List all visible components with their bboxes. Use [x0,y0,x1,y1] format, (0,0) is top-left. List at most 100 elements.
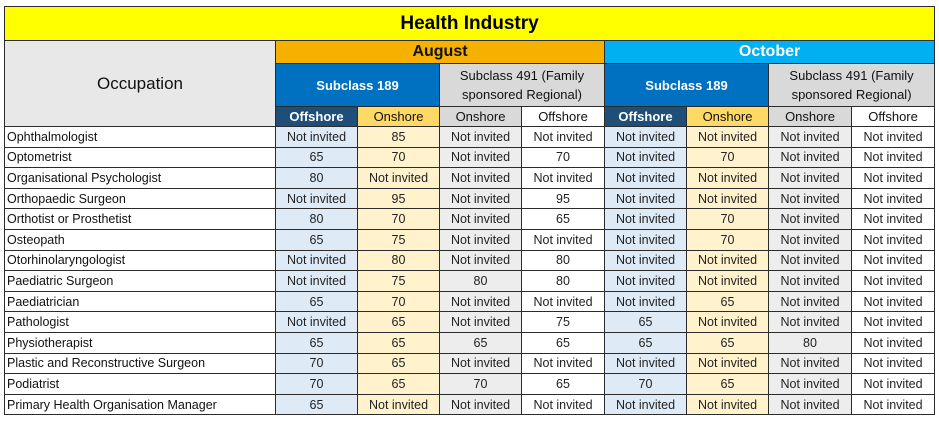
score-cell: Not invited [686,352,769,375]
score-cell: 70 [275,373,358,395]
score-cell: Not invited [275,249,358,272]
score-cell: Not invited [768,208,852,230]
score-cell: Not invited [357,167,440,189]
score-cell: 70 [686,208,769,230]
score-cell: Not invited [850,249,936,272]
score-cell: 65 [275,393,358,416]
occupation-cell: Paediatrician [4,290,276,313]
score-cell: Not invited [768,146,852,169]
score-cell: Not invited [275,187,358,210]
col-header-aug-189-onshore: Onshore [357,106,440,127]
score-cell: 95 [357,187,440,210]
table-row: Paediatrician 65 70 Not invited Not invited N… [4,290,936,313]
score-cell: Not invited [604,290,687,313]
score-cell: 65 [686,373,769,395]
score-cell: 70 [357,208,440,230]
score-cell: Not invited [768,352,852,375]
score-cell: 70 [357,290,440,313]
score-cell: Not invited [275,270,358,292]
score-cell: 95 [521,187,605,210]
score-cell: Not invited [439,146,522,169]
occupation-cell: Otorhinolaryngologist [4,249,276,272]
score-cell: Not invited [275,126,358,148]
occupation-cell: Orthopaedic Surgeon [4,187,276,210]
occupation-cell: Podiatrist [4,373,276,395]
score-cell: Not invited [439,167,522,189]
score-cell: Not invited [521,167,605,189]
occupation-cell: Orthotist or Prosthetist [4,208,276,230]
score-cell: Not invited [604,393,687,416]
score-cell: Not invited [768,228,852,251]
col-header-aug-189-offshore: Offshore [275,106,358,127]
table-row: Paediatric Surgeon Not invited 75 80 80 Not i… [4,270,936,292]
score-cell: 65 [357,311,440,333]
table-row: Otorhinolaryngologist Not invited 80 Not in… [4,249,936,272]
score-cell: 75 [357,228,440,251]
table-title: Health Industry [3,6,936,41]
score-cell: 70 [439,373,522,395]
score-cell: Not invited [604,187,687,210]
occupation-cell: Osteopath [4,228,276,251]
score-cell: Not invited [604,270,687,292]
score-cell: Not invited [768,393,852,416]
score-cell: 80 [439,270,522,292]
occupation-header: Occupation [4,40,276,127]
table-row: Organisational Psychologist 80 Not invited… [4,167,936,189]
score-cell: 75 [521,311,605,333]
score-cell: Not invited [604,249,687,272]
score-cell: 65 [357,352,440,375]
score-cell: 70 [357,146,440,169]
score-cell: Not invited [850,393,936,416]
score-cell: Not invited [439,208,522,230]
table-row: Orthopaedic Surgeon Not invited 95 Not invi… [4,187,936,210]
score-cell: Not invited [686,126,769,148]
score-cell: Not invited [686,311,769,333]
score-cell: 80 [275,208,358,230]
score-cell: Not invited [521,352,605,375]
table-row: Ophthalmologist Not invited 85 Not invited N… [4,126,936,148]
month-header-august: August [275,40,605,64]
table-row: Primary Health Organisation Manager 65 Not… [4,393,936,416]
health-industry-table: Health Industry Occupation August Octobe… [3,6,936,416]
score-cell: 65 [357,331,440,354]
score-cell: 65 [604,311,687,333]
table-row: Physiotherapist 65 65 65 65 65 65 80 Not invited [4,331,936,354]
occupation-cell: Pathologist [4,311,276,333]
col-header-aug-491-offshore: Offshore [521,106,605,127]
occupation-cell: Physiotherapist [4,331,276,354]
score-cell: Not invited [768,373,852,395]
table-row: Pathologist Not invited 65 Not invited 75 65 N… [4,311,936,333]
score-cell: 80 [275,167,358,189]
occupation-cell: Primary Health Organisation Manager [4,393,276,416]
score-cell: Not invited [850,146,936,169]
score-cell: Not invited [768,311,852,333]
table-row: Plastic and Reconstructive Surgeon 70 65 No… [4,352,936,375]
score-cell: 65 [521,208,605,230]
score-cell: Not invited [850,167,936,189]
score-cell: 70 [604,373,687,395]
occupation-cell: Paediatric Surgeon [4,270,276,292]
occupation-cell: Organisational Psychologist [4,167,276,189]
score-cell: Not invited [768,290,852,313]
month-header-october: October [603,40,936,64]
table-row: Osteopath 65 75 Not invited Not invited Not i… [4,228,936,251]
score-cell: Not invited [686,270,769,292]
score-cell: Not invited [768,126,852,148]
score-cell: 65 [275,331,358,354]
score-cell: Not invited [439,352,522,375]
score-cell: Not invited [604,228,687,251]
score-cell: Not invited [850,331,936,354]
score-cell: 80 [521,249,605,272]
score-cell: 65 [275,146,358,169]
subclass-491-line2: sponsored Regional) [791,87,912,102]
score-cell: 80 [357,249,440,272]
score-cell: Not invited [686,249,769,272]
table-row: Podiatrist 70 65 70 65 70 65 Not invited Not inv… [4,373,936,395]
score-cell: Not invited [768,270,852,292]
score-cell: Not invited [604,126,687,148]
october-subclass-189-header: Subclass 189 [604,63,769,107]
subclass-491-line1: Subclass 491 (Family [459,68,585,83]
col-header-oct-491-onshore: Onshore [768,106,852,127]
score-cell: 80 [768,331,852,354]
score-cell: Not invited [850,311,936,333]
